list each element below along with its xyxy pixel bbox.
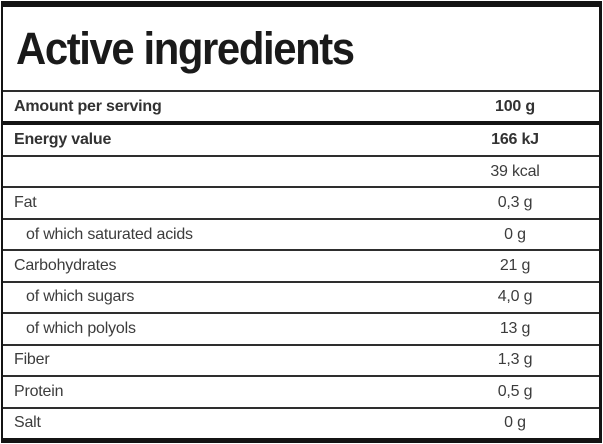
table-row-amount-per-serving: Amount per serving 100 g	[3, 92, 599, 126]
table-title-box: Active ingredients	[3, 7, 599, 92]
row-label: of which polyols	[26, 319, 136, 337]
table-row-energy-kcal: 39 kcal	[3, 157, 599, 189]
row-value: 4,0 g	[497, 288, 533, 306]
row-value: 0 g	[504, 414, 526, 432]
table-title: Active ingredients	[16, 22, 355, 74]
row-label: of which saturated acids	[26, 225, 193, 243]
table-row-salt: Salt 0 g	[3, 409, 599, 438]
row-label: Amount per serving	[14, 97, 162, 115]
row-label: Fiber	[14, 351, 50, 369]
table-row-polyols: of which polyols 13 g	[3, 314, 599, 346]
table-row-protein: Protein 0,5 g	[3, 377, 599, 409]
table-row-energy-value: Energy value 166 kJ	[3, 125, 599, 157]
row-value: 1,3 g	[497, 351, 533, 369]
row-value: 0 g	[504, 225, 526, 243]
row-label: of which sugars	[26, 288, 135, 306]
row-value: 21 g	[499, 256, 531, 274]
row-value: 0,5 g	[497, 382, 533, 400]
row-label: Protein	[14, 382, 64, 400]
row-value: 100 g	[495, 97, 535, 115]
table-row-saturated-acids: of which saturated acids 0 g	[3, 220, 599, 252]
row-label: Carbohydrates	[14, 256, 117, 274]
row-value: 13 g	[499, 319, 531, 337]
table-row-carbohydrates: Carbohydrates 21 g	[3, 251, 599, 283]
row-label: Fat	[14, 194, 37, 212]
table-row-fat: Fat 0,3 g	[3, 188, 599, 220]
table-rows: Amount per serving 100 g Energy value 16…	[3, 92, 599, 438]
table-row-sugars: of which sugars 4,0 g	[3, 283, 599, 315]
row-value: 166 kJ	[491, 131, 539, 149]
row-value: 0,3 g	[497, 194, 533, 212]
table-row-fiber: Fiber 1,3 g	[3, 346, 599, 378]
row-value: 39 kcal	[490, 162, 540, 180]
row-label: Energy value	[14, 131, 112, 149]
row-label: Salt	[14, 414, 41, 432]
